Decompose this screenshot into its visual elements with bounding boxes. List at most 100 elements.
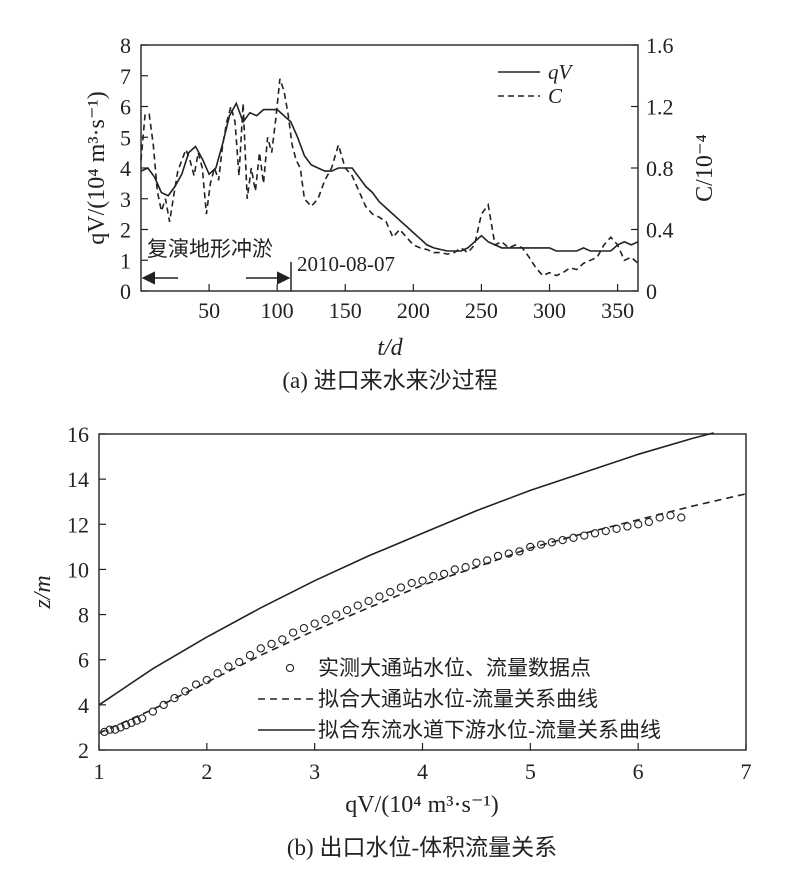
y-tick-label-b: 2 bbox=[78, 738, 89, 763]
scatter-point bbox=[342, 605, 352, 615]
scatter-point bbox=[386, 587, 395, 597]
scatter-point bbox=[558, 535, 567, 545]
x-tick-label-a: 350 bbox=[601, 298, 634, 323]
fit-curve-dongliu bbox=[98, 432, 714, 706]
x-tick-label-b: 6 bbox=[633, 759, 644, 784]
scatter-point bbox=[677, 513, 686, 522]
y-tick-label-left-a: 5 bbox=[120, 125, 131, 150]
x-tick-label-a: 200 bbox=[397, 298, 430, 323]
x-tick-label-a: 50 bbox=[198, 298, 220, 323]
y-tick-label-left-a: 2 bbox=[120, 218, 131, 243]
scatter-point bbox=[396, 583, 406, 592]
scatter-point bbox=[127, 718, 136, 728]
scatter-point bbox=[634, 520, 643, 529]
y-tick-label-b: 4 bbox=[78, 693, 89, 718]
scatter-point bbox=[224, 662, 233, 671]
scatter-point bbox=[407, 578, 416, 588]
scatter-point bbox=[429, 572, 438, 581]
scatter-point bbox=[547, 538, 557, 547]
scatter-point bbox=[256, 644, 265, 653]
scatter-point bbox=[472, 558, 481, 567]
scatter-point bbox=[202, 675, 211, 685]
series-group-a bbox=[140, 78, 639, 277]
scatter-point bbox=[235, 657, 244, 667]
y-tick-label-right-a: 1.6 bbox=[646, 33, 674, 58]
legend-marker-measured bbox=[285, 663, 295, 673]
tick-group-a: 50 100 150 200 250 300 350 0 1 2 3 4 5 6 7 8 0 0.4 0.8 1.2 1… bbox=[120, 33, 674, 323]
scatter-point bbox=[375, 592, 384, 601]
y-tick-label-b: 12 bbox=[67, 512, 89, 537]
legend-label-measured: 实测大通站水位、流量数据点 bbox=[318, 656, 591, 680]
x-tick-label-a: 250 bbox=[465, 298, 498, 323]
legend-label-qv: qV bbox=[548, 60, 574, 84]
legend-label-fit-dongliu: 拟合东流水道下游水位-流量关系曲线 bbox=[318, 718, 661, 742]
x-tick-label-b: 2 bbox=[201, 759, 212, 784]
scatter-point bbox=[418, 576, 427, 585]
series-line-c bbox=[140, 78, 639, 277]
x-tick-label-b: 7 bbox=[741, 759, 752, 784]
y-tick-label-b: 10 bbox=[67, 557, 89, 582]
y-tick-label-right-a: 0.8 bbox=[646, 156, 674, 181]
y-tick-label-left-a: 6 bbox=[120, 95, 131, 120]
scatter-point bbox=[170, 693, 179, 703]
y-tick-label-right-a: 1.2 bbox=[646, 95, 674, 120]
scatter-point bbox=[245, 651, 255, 660]
y-tick-label-b: 8 bbox=[78, 603, 89, 628]
scatter-point bbox=[461, 563, 470, 572]
scatter-point bbox=[299, 623, 309, 633]
series-line-qv bbox=[140, 101, 639, 252]
x-tick-label-a: 100 bbox=[261, 298, 294, 323]
x-axis-label-b: qV/(10⁴ m³·s⁻¹) bbox=[345, 792, 498, 818]
scatter-point bbox=[105, 725, 114, 734]
legend-b: 实测大通站水位、流量数据点 拟合大通站水位-流量关系曲线 拟合东流水道下游水位-… bbox=[258, 656, 661, 742]
x-tick-label-a: 300 bbox=[533, 298, 566, 323]
x-tick-label-b: 5 bbox=[525, 759, 536, 784]
annotation-left-text: 复演地形冲淤 bbox=[147, 237, 273, 261]
y-tick-label-b: 14 bbox=[67, 467, 89, 492]
y-tick-label-left-a: 7 bbox=[120, 64, 131, 89]
scatter-point bbox=[148, 707, 158, 716]
scatter-point bbox=[332, 610, 341, 619]
scatter-point bbox=[504, 549, 513, 558]
scatter-point bbox=[288, 628, 298, 637]
annotation-right-text: 2010-08-07 bbox=[297, 252, 395, 276]
scatter-point bbox=[590, 529, 600, 538]
y-tick-label-left-a: 3 bbox=[120, 187, 131, 212]
y-tick-label-left-a: 8 bbox=[120, 33, 131, 58]
caption-a: (a) 进口来水来沙过程 bbox=[282, 368, 497, 393]
fit-curve-datong bbox=[98, 493, 747, 734]
scatter-point bbox=[353, 601, 362, 610]
y-tick-label-left-a: 4 bbox=[120, 156, 131, 181]
legend-label-fit-datong: 拟合大通站水位-流量关系曲线 bbox=[318, 687, 598, 711]
scatter-point bbox=[450, 565, 459, 574]
scatter-point bbox=[191, 680, 201, 689]
scatter-point bbox=[601, 526, 610, 536]
annotation-a: 复演地形冲淤 2010-08-07 bbox=[141, 237, 395, 291]
y-tick-label-left-a: 0 bbox=[120, 279, 131, 304]
series-group-b bbox=[98, 432, 747, 734]
scatter-point bbox=[267, 639, 276, 649]
y-axis-label-b: z/m bbox=[30, 575, 56, 609]
legend-a: qV C bbox=[498, 60, 574, 108]
x-axis-label-a: t/d bbox=[377, 335, 403, 361]
scatter-point bbox=[321, 614, 330, 624]
scatter-point bbox=[116, 723, 125, 732]
y-tick-label-left-a: 1 bbox=[120, 248, 131, 273]
scatter-point bbox=[310, 619, 319, 628]
x-tick-label-b: 4 bbox=[417, 759, 428, 784]
y-tick-label-right-a: 0 bbox=[646, 279, 657, 304]
caption-b: (b) 出口水位-体积流量关系 bbox=[287, 835, 557, 860]
scatter-point bbox=[439, 569, 449, 579]
y-tick-label-right-a: 0.4 bbox=[646, 218, 674, 243]
y-axis-label-left-a: qV/(10⁴ m³·s⁻¹) bbox=[84, 91, 110, 244]
y-axis-label-right-a: C/10⁻⁴ bbox=[692, 134, 718, 202]
legend-label-c: C bbox=[548, 84, 563, 108]
scatter-point bbox=[278, 635, 287, 644]
scatter-point bbox=[137, 714, 147, 723]
y-tick-label-b: 6 bbox=[78, 648, 89, 673]
y-tick-label-b: 16 bbox=[67, 422, 89, 447]
x-tick-label-a: 150 bbox=[329, 298, 362, 323]
scatter-point bbox=[159, 700, 168, 710]
